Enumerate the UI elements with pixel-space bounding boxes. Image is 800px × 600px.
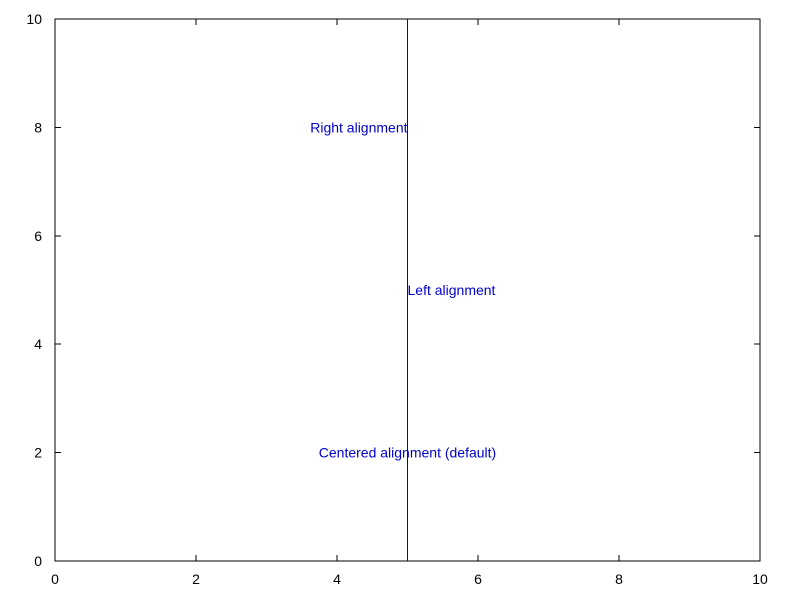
y-tick-label: 0 <box>34 553 42 569</box>
x-tick-label: 2 <box>192 571 200 587</box>
x-tick-label: 8 <box>615 571 623 587</box>
axis-ticks-layer: 0 2 4 6 8 10 0 2 4 6 8 10 <box>26 11 768 587</box>
y-tick-label: 2 <box>34 445 42 461</box>
y-tick-label: 6 <box>34 228 42 244</box>
y-tick-label: 10 <box>26 11 42 27</box>
annotation-label: Right alignment <box>310 119 407 135</box>
annotation-label: Centered alignment (default) <box>319 445 496 461</box>
annotation-layer: Right alignment Left alignment Centered al… <box>310 119 496 460</box>
x-tick-label: 0 <box>51 571 59 587</box>
x-tick-label: 10 <box>752 571 768 587</box>
y-tick-label: 8 <box>34 119 42 135</box>
annotation-label: Left alignment <box>408 282 496 298</box>
x-tick-label: 4 <box>333 571 341 587</box>
y-tick-label: 4 <box>34 336 42 352</box>
x-tick-label: 6 <box>474 571 482 587</box>
